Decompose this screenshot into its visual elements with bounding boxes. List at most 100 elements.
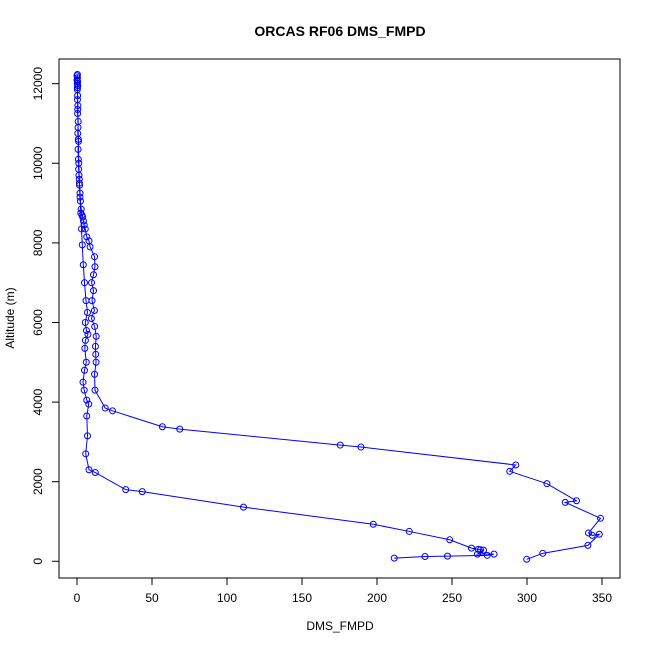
data-point [82,326,90,334]
data-point [543,480,551,488]
series-lines [76,74,602,560]
data-point [561,498,569,506]
data-point [82,297,90,305]
data-point [81,366,88,374]
series-line-1 [76,75,602,560]
data-point [84,432,91,440]
data-point [79,261,87,269]
x-axis: 0 50 100 150 200 250 300 350 [74,577,612,605]
data-point [90,271,97,279]
data-point [138,488,146,496]
data-point [91,263,99,271]
data-point [573,497,580,505]
data-point [81,344,89,352]
data-point [357,443,365,451]
data-point [490,550,498,558]
y-tick-label: 6000 [31,309,45,336]
data-point [336,441,344,449]
data-point [75,179,83,187]
x-tick-label: 350 [592,591,612,605]
data-point [81,279,88,287]
data-point [92,332,100,340]
data-point [81,336,89,344]
data-point [79,378,87,386]
data-point [91,386,99,394]
data-point [240,503,247,511]
data-point [90,307,98,315]
series-points [73,71,604,563]
data-point [74,155,82,163]
data-point [88,279,96,287]
data-point [588,531,596,539]
data-point [76,193,84,201]
y-axis: 0 2000 4000 6000 8000 10000 12000 [31,67,60,565]
y-tick-label: 4000 [31,388,45,415]
data-point [523,555,531,563]
data-point [474,550,481,558]
y-axis-label: Altitude (m) [3,287,17,348]
data-point [405,527,413,535]
data-point [74,92,82,100]
data-point [80,386,88,394]
data-point [512,461,520,469]
data-point [83,412,91,420]
data-point [74,135,82,143]
data-point [92,358,100,366]
y-tick-label: 2000 [31,468,45,495]
data-point [74,102,82,110]
data-point [90,287,97,295]
data-point [83,396,91,404]
data-point [74,106,82,114]
data-point [506,467,514,475]
data-point [91,469,99,477]
data-point [176,425,184,433]
data-point [369,520,377,528]
data-point [79,213,87,221]
data-point [74,110,82,118]
data-point [79,217,87,225]
x-tick-label: 0 [74,591,81,605]
x-tick-label: 50 [145,591,159,605]
y-tick-label: 8000 [31,229,45,256]
data-point [584,541,592,549]
data-point [78,225,85,233]
data-point [390,554,398,562]
data-point [444,552,451,560]
data-point [76,189,84,197]
data-point [85,400,93,408]
data-point [86,243,94,251]
data-point [595,530,603,538]
data-point [82,358,90,366]
data-point [74,145,82,153]
data-point [109,407,117,415]
data-point [446,536,454,544]
x-tick-label: 200 [367,591,387,605]
data-point [84,309,91,317]
data-point [81,318,89,326]
data-point [81,225,89,233]
data-point [73,84,81,92]
data-point [91,253,99,261]
data-point [101,404,109,412]
data-point [122,486,130,494]
data-point [76,197,84,205]
data-point [84,330,92,338]
x-tick-label: 100 [217,591,237,605]
data-point [597,514,604,522]
data-point [87,315,95,322]
plot-frame [58,58,621,579]
data-point [78,241,86,249]
data-point [83,233,91,241]
x-axis-label: DMS_FMPD [306,619,374,633]
x-tick-label: 250 [442,591,462,605]
data-point [73,76,81,84]
data-point [480,546,487,554]
data-point [91,342,99,350]
x-tick-label: 300 [517,591,537,605]
data-point [91,370,99,378]
data-point [74,123,82,131]
data-point [92,350,100,358]
data-point [75,159,83,167]
data-point [585,529,592,537]
data-point [91,322,99,330]
